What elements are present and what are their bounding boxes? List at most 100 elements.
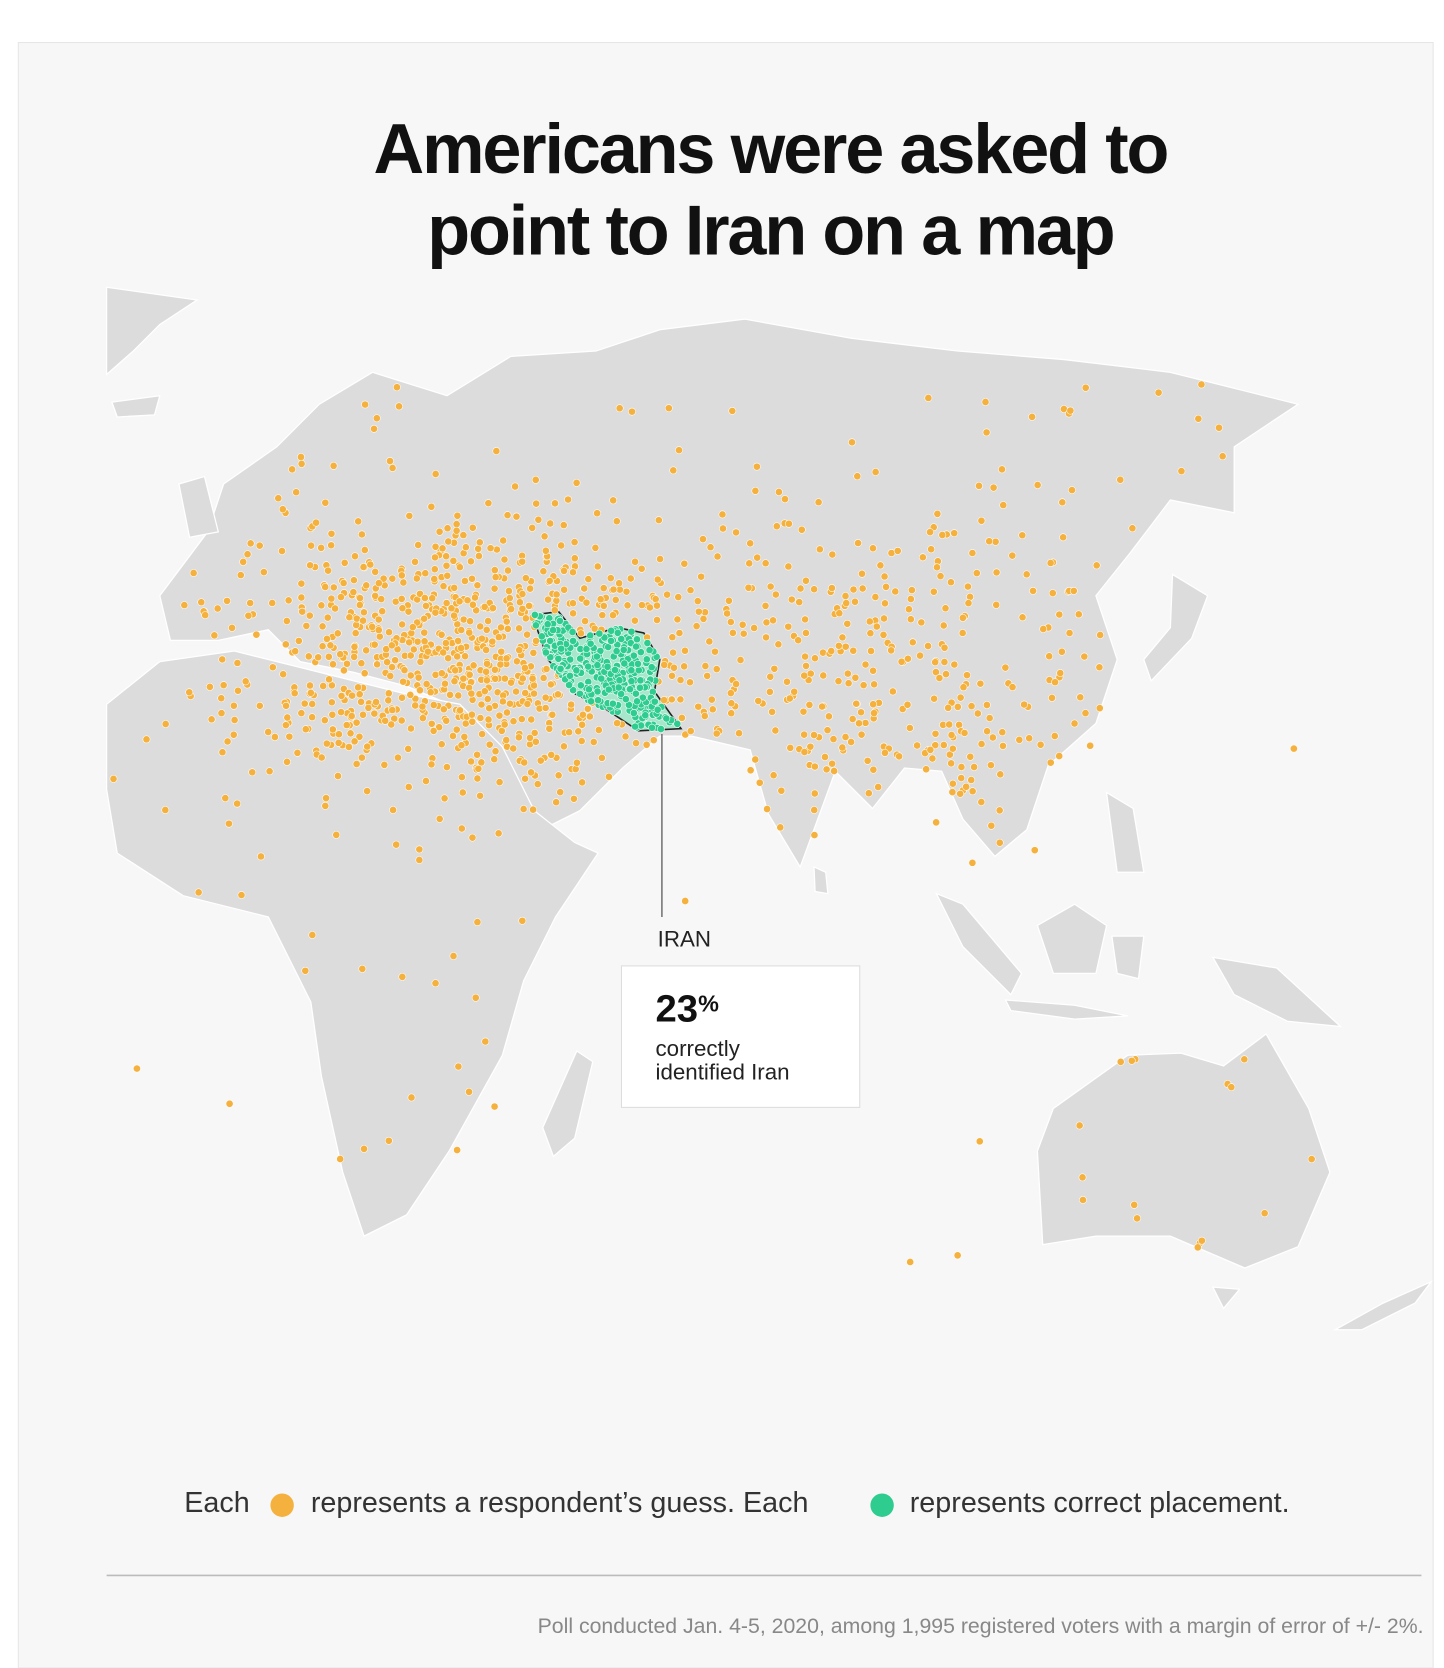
- guess-dot: [600, 633, 609, 642]
- guess-dot: [582, 598, 591, 607]
- guess-dot: [958, 613, 967, 622]
- guess-dot: [485, 704, 494, 713]
- guess-dot: [629, 651, 638, 660]
- guess-dot: [645, 646, 654, 654]
- guess-dot: [719, 524, 727, 533]
- guess-dot: [407, 724, 415, 733]
- guess-dot: [632, 642, 640, 651]
- guess-dot: [420, 628, 429, 637]
- guess-dot: [477, 758, 486, 767]
- guess-dot: [334, 772, 342, 780]
- guess-dot: [1036, 740, 1045, 749]
- guess-dot: [570, 794, 578, 803]
- guess-dot: [932, 818, 941, 827]
- guess-dot: [825, 712, 833, 721]
- guess-dot: [712, 665, 721, 673]
- guess-dot: [1095, 663, 1104, 672]
- guess-dot: [257, 852, 265, 861]
- guess-dot: [345, 613, 354, 622]
- guess-dot: [421, 569, 430, 578]
- guess-dot: [430, 565, 439, 574]
- guess-dot: [575, 689, 584, 698]
- guess-dot: [485, 740, 494, 749]
- guess-dot: [314, 653, 323, 662]
- guess-dot: [815, 545, 824, 554]
- guess-dot: [1065, 629, 1074, 637]
- guess-dot: [467, 757, 475, 766]
- guess-dot: [802, 662, 810, 670]
- guess-dot: [931, 729, 940, 738]
- guess-dot: [1048, 589, 1057, 598]
- guess-dot: [499, 536, 508, 545]
- guess-dot: [428, 594, 437, 603]
- guess-dot: [568, 628, 577, 636]
- guess-dot: [615, 579, 624, 588]
- guess-dot: [375, 632, 384, 641]
- guess-dot: [670, 663, 678, 672]
- guess-dot: [429, 701, 438, 709]
- guess-dot: [283, 757, 291, 766]
- guess-dot: [638, 693, 647, 702]
- guess-dot: [956, 693, 965, 702]
- guess-dot: [241, 677, 250, 686]
- guess-dot: [619, 645, 628, 654]
- guess-dot: [1025, 734, 1034, 743]
- guess-dot: [950, 529, 959, 538]
- guess-dot: [1307, 1155, 1316, 1163]
- guess-dot: [775, 488, 783, 496]
- guess-dot: [631, 722, 639, 731]
- guess-dot: [828, 550, 837, 559]
- map: [105, 286, 1433, 1331]
- guess-dot: [606, 574, 615, 583]
- guess-dot: [823, 726, 832, 735]
- guess-dot: [1022, 570, 1031, 579]
- guess-dot: [450, 583, 459, 592]
- guess-dot: [452, 520, 461, 529]
- guess-dot: [393, 383, 401, 392]
- guess-dot: [409, 645, 418, 654]
- guess-dot: [447, 604, 456, 613]
- guess-dot: [297, 460, 306, 468]
- guess-dot: [368, 623, 377, 631]
- guess-dot: [429, 727, 438, 735]
- guess-dot: [189, 569, 198, 577]
- guess-dot: [452, 526, 461, 535]
- guess-dot: [511, 482, 519, 491]
- guess-dot: [420, 637, 429, 646]
- guess-dot: [454, 636, 462, 645]
- guess-dot: [459, 615, 468, 624]
- guess-dot: [926, 528, 934, 536]
- sumatra: [935, 892, 1023, 996]
- guess-dot: [541, 704, 550, 712]
- guess-dot: [795, 598, 804, 606]
- guess-dot: [648, 723, 656, 732]
- guess-dot: [806, 742, 815, 751]
- guess-dot: [463, 596, 472, 605]
- guess-dot: [571, 765, 580, 773]
- guess-dot: [431, 553, 439, 562]
- guess-dot: [783, 677, 791, 686]
- guess-dot: [929, 587, 938, 596]
- guess-dot: [380, 760, 389, 769]
- guess-dot: [796, 584, 805, 593]
- callout-stat: 23%: [656, 988, 720, 1031]
- guess-dot: [213, 604, 222, 613]
- guess-dot: [455, 597, 464, 606]
- guess-dot: [374, 579, 383, 588]
- guess-dot: [699, 535, 707, 544]
- guess-dot: [810, 731, 818, 739]
- guess-dot: [374, 626, 383, 634]
- guess-dot: [596, 595, 605, 604]
- guess-dot: [379, 574, 388, 583]
- guess-dot: [185, 688, 194, 697]
- guess-dot: [282, 617, 291, 625]
- guess-dot: [975, 481, 983, 490]
- guess-dot: [497, 727, 506, 735]
- guess-dot: [388, 663, 396, 671]
- guess-dot: [405, 512, 414, 520]
- guess-dot: [503, 511, 512, 520]
- guess-dot: [962, 782, 971, 791]
- guess-dot: [471, 993, 480, 1002]
- guess-dot: [505, 594, 514, 603]
- guess-dot: [397, 595, 406, 603]
